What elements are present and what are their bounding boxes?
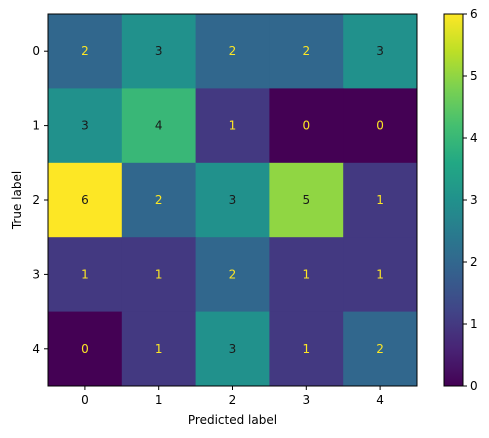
y-tick-label: 0: [32, 44, 40, 58]
y-axis-label: True label: [10, 171, 24, 230]
heatmap-cell: [269, 311, 344, 387]
y-tick-label: 3: [32, 267, 40, 281]
heatmap-cell: [195, 311, 270, 387]
heatmap-cell: [121, 14, 197, 89]
y-axis-ticks: 0 1 2 3 4: [32, 44, 48, 356]
heatmap-cell: [195, 237, 270, 313]
heatmap-cell: [121, 237, 197, 313]
heatmap-cell: [48, 162, 123, 238]
colorbar-tick-label: 4: [470, 131, 478, 145]
heatmap-cell: [48, 88, 123, 164]
heatmap-cell: [48, 237, 123, 313]
heatmap-cell: [343, 311, 418, 387]
heatmap-cell: [343, 237, 418, 313]
cell-value-label: 1: [229, 119, 237, 133]
cell-value-label: 3: [229, 342, 237, 356]
heatmap-cell: [121, 162, 197, 238]
x-axis-ticks: 0 1 2 3 4: [81, 386, 384, 407]
cell-value-label: 3: [376, 44, 384, 58]
heatmap-cell: [121, 311, 197, 387]
heatmap-cell: [195, 88, 270, 164]
x-tick-label: 4: [376, 393, 384, 407]
cell-value-label: 4: [155, 119, 163, 133]
cell-value-label: 0: [302, 119, 310, 133]
heatmap-cells: [48, 14, 418, 387]
cell-value-label: 1: [302, 342, 310, 356]
cell-value-label: 1: [376, 193, 384, 207]
x-tick-label: 3: [302, 393, 310, 407]
cell-value-label: 2: [376, 342, 384, 356]
colorbar: [443, 13, 464, 387]
cell-value-label: 6: [81, 193, 89, 207]
cell-value-label: 3: [81, 119, 89, 133]
x-tick-label: 1: [155, 393, 163, 407]
heatmap-cell: [269, 237, 344, 313]
cell-value-label: 1: [376, 267, 384, 281]
cell-value-labels: 2 3 2 2 3 3 4 1 0 0 6 2 3 5 1 1 1 2 1 1 0 1 3 1 2: [81, 44, 384, 356]
heatmap-cell: [343, 88, 418, 164]
x-tick-label: 2: [229, 393, 237, 407]
cell-value-label: 2: [155, 193, 163, 207]
y-tick-label: 2: [32, 193, 40, 207]
x-tick-label: 0: [81, 393, 89, 407]
heatmap-cell: [195, 162, 270, 238]
heatmap-cell: [269, 162, 344, 238]
colorbar-tick-label: 0: [470, 379, 478, 393]
cell-value-label: 3: [155, 44, 163, 58]
heatmap-cell: [48, 311, 123, 387]
colorbar-tick-label: 2: [470, 255, 478, 269]
cell-value-label: 2: [229, 44, 237, 58]
cell-value-label: 0: [81, 342, 89, 356]
heatmap-cell: [269, 88, 344, 164]
heatmap-cell: [195, 14, 270, 89]
colorbar-tick-label: 6: [470, 7, 478, 21]
colorbar-tick-label: 1: [470, 317, 478, 331]
cell-value-label: 0: [376, 119, 384, 133]
y-tick-label: 4: [32, 342, 40, 356]
cell-value-label: 1: [155, 342, 163, 356]
y-tick-label: 1: [32, 119, 40, 133]
cell-value-label: 5: [302, 193, 310, 207]
heatmap-cell: [121, 88, 197, 164]
heatmap-cell: [343, 162, 418, 238]
heatmap-cell: [48, 14, 123, 89]
heatmap-cell: [343, 14, 418, 89]
cell-value-label: 1: [302, 267, 310, 281]
cell-value-label: 2: [302, 44, 310, 58]
colorbar-tick-label: 3: [470, 193, 478, 207]
colorbar-tick-label: 5: [470, 69, 478, 83]
cell-value-label: 1: [81, 267, 89, 281]
heatmap-cell: [269, 14, 344, 89]
cell-value-label: 3: [229, 193, 237, 207]
x-axis-label: Predicted label: [188, 413, 277, 427]
cell-value-label: 2: [81, 44, 89, 58]
cell-value-label: 2: [229, 267, 237, 281]
cell-value-label: 1: [155, 267, 163, 281]
colorbar-ticks: 0 1 2 3 4 5 6: [463, 7, 478, 393]
